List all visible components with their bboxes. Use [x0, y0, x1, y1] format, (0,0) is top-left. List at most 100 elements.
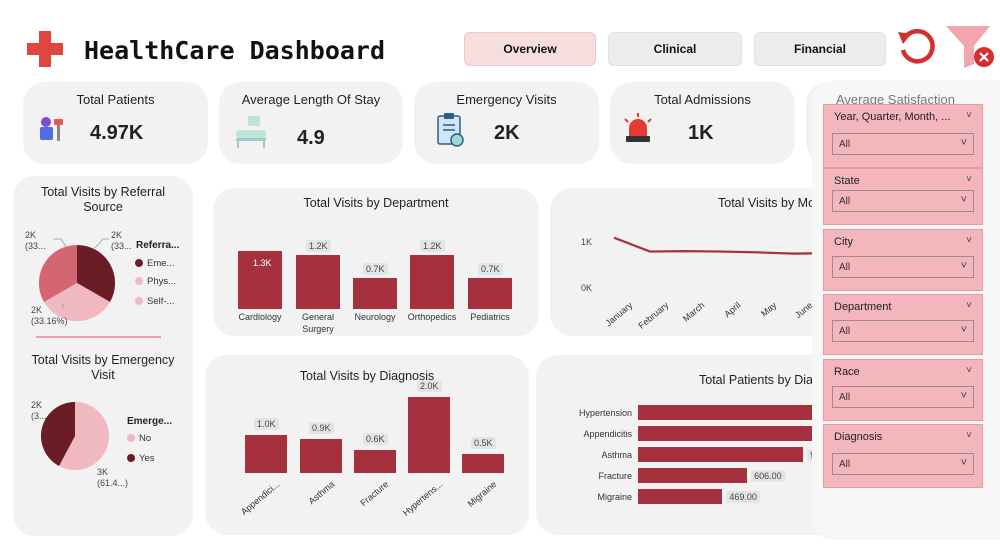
- bar[interactable]: [408, 397, 450, 473]
- category-label: Hypertension: [578, 408, 632, 418]
- slicer-label: Diagnosis: [834, 431, 883, 443]
- chart-title: Total Patients by Diag: [699, 373, 820, 387]
- legend-item[interactable]: Eme...: [135, 258, 174, 269]
- chart-card-diagnosis-patients: Total Patients by Diag Hypertension Appen…: [536, 355, 850, 535]
- slicer-dropdown[interactable]: All ˅: [832, 190, 974, 212]
- data-label: 0.7K: [478, 262, 503, 275]
- legend-title: Emerge...: [127, 416, 173, 427]
- chevron-down-icon[interactable]: ˅: [966, 300, 972, 311]
- slicer-label: City: [834, 236, 853, 248]
- chevron-down-icon: ˅: [960, 390, 967, 402]
- chevron-down-icon[interactable]: ˅: [966, 174, 972, 185]
- tab-financial[interactable]: Financial: [754, 32, 886, 66]
- tab-clinical[interactable]: Clinical: [608, 32, 742, 66]
- slicer-dropdown[interactable]: All ˅: [832, 453, 974, 475]
- pie-slice-emergency: [77, 244, 116, 302]
- chevron-down-icon: ˅: [960, 324, 967, 336]
- bar[interactable]: [238, 251, 282, 309]
- slicer-race[interactable]: Race ˅ All ˅: [823, 359, 983, 421]
- bar[interactable]: [462, 454, 504, 473]
- kpi-card-total-admissions: Total Admissions 1K: [610, 82, 795, 164]
- legend-item[interactable]: Self-...: [135, 296, 174, 307]
- kpi-title: Emergency Visits: [456, 92, 557, 107]
- bar[interactable]: [638, 468, 748, 483]
- kpi-title: Total Patients: [76, 92, 155, 107]
- slicer-value: All: [839, 459, 851, 470]
- slicer-city[interactable]: City ˅ All ˅: [823, 229, 983, 291]
- clipboard-icon: [436, 112, 466, 153]
- kpi-title: Average Length Of Stay: [241, 92, 381, 107]
- data-label: 0.9K: [309, 421, 334, 434]
- chevron-down-icon: ˅: [960, 137, 967, 149]
- slicer-dropdown[interactable]: All ˅: [832, 256, 974, 278]
- chevron-down-icon[interactable]: ˅: [966, 430, 972, 441]
- tab-overview[interactable]: Overview: [464, 32, 596, 66]
- category-label: General Surgery: [301, 312, 335, 334]
- slicer-label: Race: [834, 366, 860, 378]
- category-label: Asthma: [601, 450, 632, 460]
- chevron-down-icon[interactable]: ˅: [966, 365, 972, 376]
- medical-cross-icon: [27, 31, 63, 67]
- pie-label: 2K (33.16%): [31, 305, 68, 326]
- clear-filter-icon[interactable]: [946, 24, 996, 72]
- data-label: 1.0K: [254, 418, 279, 430]
- bar[interactable]: [638, 426, 817, 441]
- page-title: HealthCare Dashboard: [84, 36, 386, 65]
- category-label: Appendici...: [238, 479, 282, 517]
- bar[interactable]: [468, 277, 512, 309]
- chevron-down-icon[interactable]: ˅: [966, 235, 972, 246]
- slicer-department[interactable]: Department ˅ All ˅: [823, 294, 983, 355]
- pie-label: 2K (3...: [31, 400, 47, 421]
- pie-label: 3K (61.4...): [97, 467, 129, 488]
- slicer-value: All: [839, 196, 851, 207]
- category-label: Migraine: [465, 479, 499, 509]
- slicer-year-quarter-month[interactable]: Year, Quarter, Month, ... ˅ All ˅: [823, 104, 983, 168]
- bar[interactable]: [296, 255, 340, 309]
- chart-title: Total Visits by Mo: [718, 196, 816, 210]
- category-label: Hypertens...: [400, 479, 445, 518]
- series-line[interactable]: [613, 236, 820, 255]
- chart-title: Total Visits by Department: [303, 196, 449, 210]
- chart-card-month: Total Visits by Mo 1K 0K January February…: [550, 188, 840, 336]
- legend-item[interactable]: Phys...: [135, 276, 176, 287]
- kpi-card-average-length-of-stay: Average Length Of Stay 4.9: [219, 82, 403, 164]
- data-label: 1.2K: [420, 240, 445, 253]
- legend-item[interactable]: Yes: [127, 453, 155, 464]
- category-label: Orthopedics: [407, 312, 457, 322]
- data-label: 1.3K: [253, 258, 272, 268]
- slicer-dropdown[interactable]: All ˅: [832, 133, 974, 155]
- referral-pie[interactable]: [13, 226, 193, 336]
- patient-icon: [37, 116, 69, 147]
- data-label: 2.0K: [417, 380, 442, 392]
- divider: [36, 336, 161, 338]
- siren-icon: [621, 112, 655, 151]
- data-label: 0.6K: [363, 433, 388, 446]
- bar[interactable]: [300, 438, 342, 473]
- bar[interactable]: [245, 435, 287, 473]
- bar[interactable]: [638, 405, 838, 420]
- slicer-value: All: [839, 326, 851, 337]
- slicer-state[interactable]: State ˅ All ˅: [823, 168, 983, 225]
- bar[interactable]: [354, 450, 396, 473]
- kpi-title-overlay: Average Satisfaction: [836, 92, 955, 107]
- category-label: Neurology: [354, 312, 396, 322]
- data-label: 606.00: [751, 470, 785, 482]
- slicer-dropdown[interactable]: All ˅: [832, 386, 974, 408]
- chevron-down-icon[interactable]: ˅: [966, 110, 972, 121]
- slicer-diagnosis[interactable]: Diagnosis ˅ All ˅: [823, 424, 983, 488]
- pie-label: 2K (33...: [25, 230, 46, 251]
- bar[interactable]: [638, 489, 723, 504]
- legend-item[interactable]: No: [127, 433, 151, 444]
- reset-icon[interactable]: [895, 26, 937, 68]
- pie-slice-physician: [44, 283, 110, 322]
- month-line-chart[interactable]: [550, 188, 820, 336]
- chart-card-department: Total Visits by Department 1.3K Cardiolog…: [213, 188, 539, 336]
- bar[interactable]: [638, 447, 804, 462]
- chart-title: Total Visits by Referral Source: [40, 185, 166, 214]
- slicer-dropdown[interactable]: All ˅: [832, 320, 974, 342]
- bar[interactable]: [353, 277, 397, 309]
- chart-title: Total Visits by Emergency Visit: [31, 353, 175, 382]
- category-label: Appendicitis: [583, 429, 632, 439]
- bar[interactable]: [410, 255, 454, 309]
- emergency-pie[interactable]: [13, 396, 193, 486]
